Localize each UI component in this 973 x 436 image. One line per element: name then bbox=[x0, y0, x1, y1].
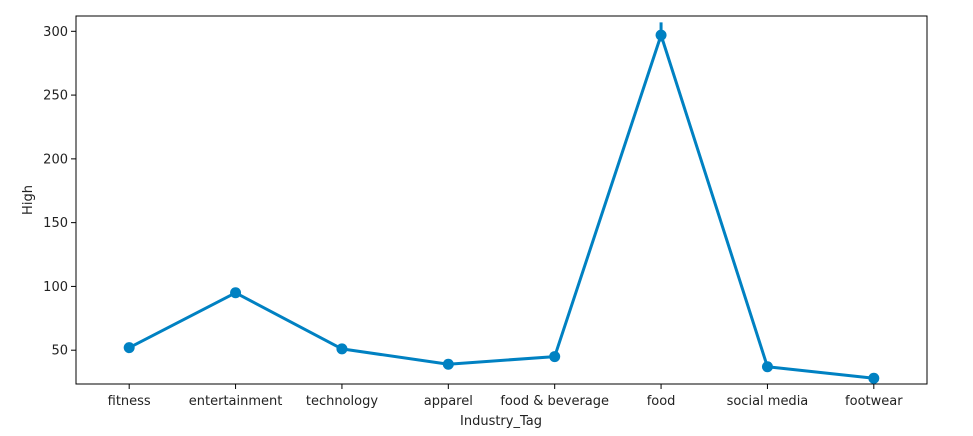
x-tick-label: technology bbox=[306, 394, 378, 409]
series-line bbox=[128, 33, 874, 380]
data-point bbox=[442, 358, 454, 370]
data-point bbox=[549, 351, 561, 363]
data-point bbox=[123, 342, 135, 354]
data-point bbox=[336, 343, 348, 355]
x-tick-label: social media bbox=[727, 394, 809, 409]
y-axis-label: High bbox=[21, 185, 36, 215]
plot-area-frame bbox=[75, 15, 928, 385]
data-point bbox=[230, 287, 242, 299]
data-point bbox=[868, 372, 880, 384]
x-tick-label: footwear bbox=[845, 394, 903, 409]
data-point bbox=[655, 29, 667, 41]
x-tick-label: entertainment bbox=[189, 394, 283, 409]
x-tick-label: food & beverage bbox=[500, 394, 609, 409]
y-tick-label: 200 bbox=[43, 152, 68, 167]
y-tick-label: 300 bbox=[43, 25, 68, 40]
y-tick-label: 150 bbox=[43, 216, 68, 231]
data-point bbox=[761, 361, 773, 373]
x-axis: fitness entertainment technology apparel foo… bbox=[108, 384, 903, 409]
y-tick-label: 100 bbox=[43, 280, 68, 295]
y-tick-label: 50 bbox=[51, 344, 68, 359]
y-tick-label: 250 bbox=[43, 89, 68, 104]
series-layer bbox=[123, 22, 880, 384]
y-axis: 50 100 150 200 250 300 bbox=[43, 25, 76, 359]
x-tick-label: fitness bbox=[108, 394, 151, 409]
x-axis-label: Industry_Tag bbox=[460, 414, 542, 429]
x-tick-label: food bbox=[647, 394, 676, 409]
x-tick-label: apparel bbox=[424, 394, 473, 409]
